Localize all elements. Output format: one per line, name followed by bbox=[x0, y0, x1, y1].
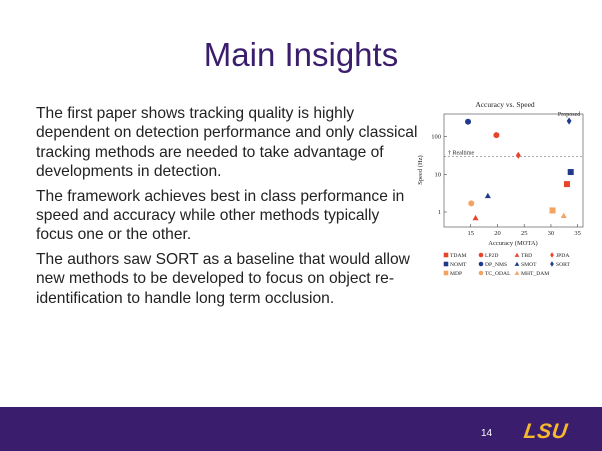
legend-label-tc-odal: TC_ODAL bbox=[485, 271, 511, 277]
data-point-dp-nms bbox=[465, 118, 472, 125]
data-point-lp2d bbox=[493, 132, 500, 139]
data-point-jpda bbox=[515, 151, 521, 159]
data-point-mdp bbox=[549, 207, 556, 214]
legend-marker-sort bbox=[550, 261, 554, 267]
proposed-annotation: Proposed bbox=[558, 112, 580, 118]
legend-label-tdam: TDAM bbox=[450, 253, 466, 259]
data-point-sort bbox=[566, 117, 572, 125]
realtime-label: † Realtime bbox=[448, 150, 474, 156]
legend-marker-tbd bbox=[514, 252, 520, 257]
legend-label-smot: SMOT bbox=[521, 262, 537, 268]
x-axis-label: Accuracy (MOTA) bbox=[488, 240, 537, 247]
legend-label-tbd: TBD bbox=[521, 253, 532, 259]
y-tick-label: 100 bbox=[431, 134, 441, 141]
x-tick-label: 25 bbox=[521, 230, 528, 237]
legend-label-lp2d: LP2D bbox=[485, 253, 498, 259]
legend-marker-smot bbox=[514, 261, 520, 266]
plot-frame bbox=[443, 113, 584, 228]
slide-title: Main Insights bbox=[203, 36, 399, 73]
axis-ticks: 15 20 25 30 35 1 10 100 bbox=[431, 134, 581, 237]
legend-marker-mdp bbox=[443, 270, 449, 276]
paragraph-3: The authors saw SORT as a baseline that … bbox=[36, 250, 410, 307]
data-point-tc-odal bbox=[468, 200, 475, 207]
data-point-tbd bbox=[472, 214, 479, 221]
legend-marker-mht-dam bbox=[514, 270, 520, 275]
legend-label-nomt: NOMT bbox=[450, 262, 467, 268]
legend-marker-nomt bbox=[443, 261, 449, 267]
chart-legend: TDAM LP2D TBD JPDA NOMT DP_NMS SMOT SORT MDP TC_O… bbox=[443, 252, 571, 277]
legend-marker-tdam bbox=[443, 252, 449, 258]
legend-label-sort: SORT bbox=[556, 262, 571, 268]
data-point-mht-dam bbox=[560, 212, 567, 219]
y-tick-label: 1 bbox=[438, 209, 441, 216]
y-tick-label: 10 bbox=[435, 171, 442, 178]
legend-label-mdp: MDP bbox=[450, 271, 462, 277]
chart-title: Accuracy vs. Speed bbox=[475, 100, 535, 109]
legend-marker-jpda bbox=[550, 252, 554, 258]
legend-marker-tc-odal bbox=[478, 270, 484, 276]
legend-label-mht-dam: MHT_DAM bbox=[521, 271, 549, 277]
accuracy-speed-chart: Accuracy vs. Speed Speed (Hz) Accuracy (… bbox=[412, 98, 600, 283]
realtime-line-group: † Realtime bbox=[444, 150, 583, 157]
data-point-tdam bbox=[563, 181, 570, 188]
slide-body: The first paper shows tracking quality i… bbox=[36, 104, 420, 313]
legend-label-jpda: JPDA bbox=[556, 253, 569, 259]
lsu-logo: LSU bbox=[522, 420, 570, 443]
data-points: Proposed bbox=[465, 112, 580, 221]
legend-marker-lp2d bbox=[478, 252, 484, 258]
chart-svg: Accuracy vs. Speed Speed (Hz) Accuracy (… bbox=[417, 100, 584, 277]
legend-label-dp-nms: DP_NMS bbox=[485, 262, 507, 268]
data-point-nomt bbox=[567, 169, 574, 176]
paragraph-1: The first paper shows tracking quality i… bbox=[36, 105, 418, 181]
y-axis-label: Speed (Hz) bbox=[417, 155, 424, 184]
page-number: 14 bbox=[481, 428, 493, 439]
x-tick-label: 15 bbox=[467, 230, 474, 237]
legend-marker-dp-nms bbox=[478, 261, 484, 267]
x-tick-label: 30 bbox=[548, 230, 555, 237]
x-tick-label: 35 bbox=[574, 230, 581, 237]
footer-bar bbox=[0, 407, 602, 451]
data-point-smot bbox=[484, 192, 491, 199]
x-tick-label: 20 bbox=[494, 230, 501, 237]
paragraph-2: The framework achieves best in class per… bbox=[36, 187, 405, 244]
